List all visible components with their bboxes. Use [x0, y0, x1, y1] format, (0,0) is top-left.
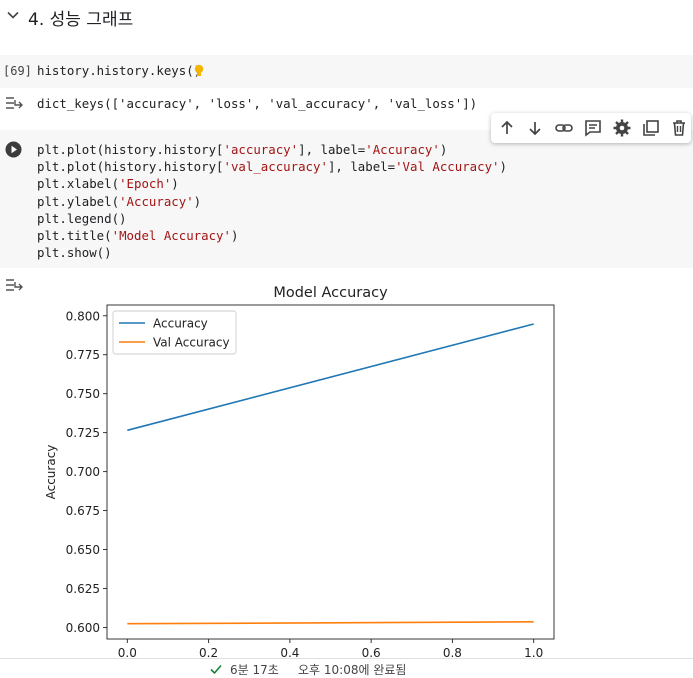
- code-line[interactable]: plt.title('Model Accuracy'): [37, 227, 238, 244]
- gear-icon: [613, 119, 631, 137]
- add-comment-button[interactable]: [583, 118, 603, 138]
- x-tick-label: 0.8: [443, 646, 462, 660]
- status-bar: 6분 17초 오후 10:08에 완료됨: [0, 658, 693, 678]
- play-icon: [5, 141, 22, 158]
- legend-entry: Val Accuracy: [153, 336, 230, 350]
- string-literal: 'Accuracy': [365, 142, 440, 157]
- copy-link-button[interactable]: [554, 118, 574, 138]
- code-token: ): [439, 142, 448, 157]
- arrow-up-icon: [501, 120, 513, 134]
- comment-icon: [585, 120, 601, 137]
- delete-cell-button[interactable]: [669, 118, 689, 138]
- y-axis-label: Accuracy: [44, 445, 58, 500]
- code-token: ): [499, 159, 507, 175]
- settings-button[interactable]: [612, 118, 632, 138]
- code-token: plt.legend(): [37, 210, 127, 226]
- series-line-0: [127, 323, 534, 432]
- code-token: plt.show(): [37, 245, 112, 261]
- code-token: ], label=: [298, 142, 366, 157]
- trash-icon: [673, 120, 685, 136]
- link-icon: [555, 124, 573, 132]
- x-tick-label: 0.0: [118, 646, 137, 660]
- x-tick-label: 0.6: [362, 646, 381, 660]
- move-down-button[interactable]: [525, 118, 545, 138]
- y-tick-label: 0.725: [66, 426, 100, 440]
- output-toggle-icon[interactable]: [5, 278, 23, 292]
- section-header[interactable]: 4. 성능 그래프: [0, 0, 693, 32]
- cell-toolbar: [491, 113, 691, 143]
- completion-time: 오후 10:08에 완료됨: [298, 663, 407, 677]
- legend-entry: Accuracy: [153, 317, 208, 331]
- code-line[interactable]: plt.plot(history.history['accuracy'], la…: [37, 141, 447, 158]
- code-token: ): [171, 176, 179, 192]
- string-literal: 'Model Accuracy': [111, 228, 231, 243]
- code-token: ], label=: [327, 159, 396, 175]
- mirror-cell-button[interactable]: [641, 118, 661, 138]
- code-line[interactable]: plt.show(): [37, 244, 112, 261]
- series-line-1: [127, 621, 534, 625]
- output-text: dict_keys(['accuracy', 'loss', 'val_accu…: [37, 96, 478, 111]
- code-line[interactable]: history.history.keys(): [37, 63, 202, 78]
- chevron-down-icon[interactable]: [6, 8, 20, 22]
- code-token: plt.xlabel(: [37, 176, 120, 192]
- y-tick-label: 0.800: [66, 309, 100, 323]
- code-line[interactable]: plt.plot(history.history['val_accuracy']…: [37, 158, 507, 175]
- run-cell-button[interactable]: [5, 141, 22, 158]
- x-tick-label: 1.0: [524, 646, 543, 660]
- string-literal: 'Accuracy': [119, 193, 194, 209]
- code-cell-1[interactable]: [0, 55, 693, 88]
- section-title: 4. 성능 그래프: [28, 10, 134, 30]
- code-token: plt.title(: [37, 228, 112, 243]
- mirror-cell-icon: [643, 120, 659, 136]
- code-cell-2[interactable]: [0, 130, 693, 268]
- legend-box: [112, 310, 237, 355]
- string-literal: 'Val Accuracy': [395, 159, 500, 175]
- execution-count: [69]: [3, 64, 32, 78]
- lightbulb-icon[interactable]: [194, 64, 204, 78]
- execution-duration: 6분 17초: [230, 663, 279, 677]
- code-line[interactable]: plt.xlabel('Epoch'): [37, 175, 179, 192]
- y-tick-label: 0.625: [66, 582, 100, 596]
- move-up-button[interactable]: [497, 118, 517, 138]
- y-tick-label: 0.775: [66, 348, 100, 362]
- code-line[interactable]: plt.ylabel('Accuracy'): [37, 193, 201, 210]
- check-icon: [210, 664, 222, 675]
- string-literal: 'val_accuracy': [223, 159, 328, 175]
- code-token: ): [193, 193, 202, 209]
- y-tick-label: 0.700: [66, 465, 100, 479]
- y-tick-label: 0.750: [66, 387, 100, 401]
- code-token: plt.plot(history.history[: [37, 159, 224, 175]
- string-literal: 'accuracy': [223, 142, 299, 157]
- string-literal: 'Epoch': [119, 176, 172, 192]
- accuracy-chart: Model Accuracy Accuracy 0.600 0.625 0.650 0.6…: [44, 285, 555, 660]
- x-tick-label: 0.2: [199, 646, 218, 660]
- code-token: ): [230, 228, 239, 243]
- y-tick-label: 0.600: [66, 621, 100, 635]
- arrow-down-icon: [529, 122, 541, 136]
- code-line[interactable]: plt.legend(): [37, 210, 127, 227]
- x-tick-label: 0.4: [280, 646, 299, 660]
- chart-title: Model Accuracy: [273, 285, 388, 301]
- plot-frame: [106, 304, 555, 640]
- code-token: plt.plot(history.history[: [37, 142, 224, 157]
- y-tick-label: 0.650: [66, 543, 100, 557]
- output-toggle-icon[interactable]: [5, 96, 23, 110]
- code-token: plt.ylabel(: [37, 193, 120, 209]
- y-tick-label: 0.675: [66, 504, 100, 518]
